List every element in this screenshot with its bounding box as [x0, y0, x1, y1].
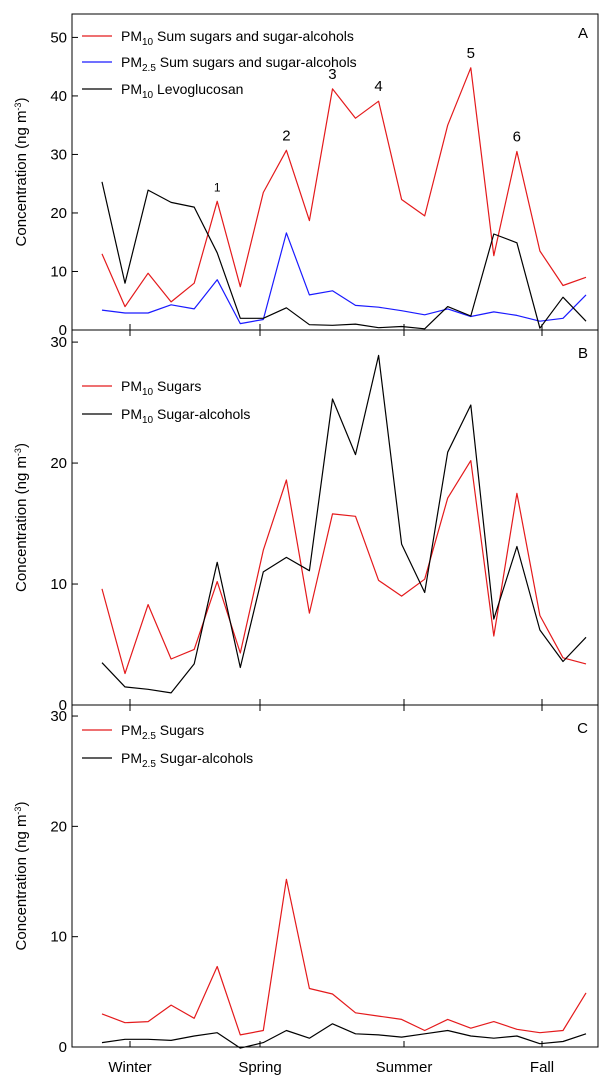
y-axis-label: Concentration (ng m-3) [13, 802, 30, 951]
y-tick-label: 30 [50, 708, 67, 725]
y-tick-label: 10 [50, 576, 67, 593]
legend-entry: PM10 Levoglucosan [121, 81, 243, 101]
legend-entry: PM2.5 Sum sugars and sugar-alcohols [121, 54, 357, 74]
panel-letter: B [578, 345, 588, 362]
y-axis-label: Concentration (ng m-3) [13, 98, 30, 247]
peak-annotation: 2 [282, 127, 290, 144]
y-tick-label: 10 [50, 263, 67, 280]
y-tick-label: 20 [50, 818, 67, 835]
y-tick-label: 10 [50, 929, 67, 946]
x-tick-label: Spring [238, 1059, 281, 1076]
legend-entry: PM10 Sugars [121, 378, 201, 398]
legend-entry: PM2.5 Sugar-alcohols [121, 750, 253, 770]
y-tick-label: 20 [50, 455, 67, 472]
x-tick-label: Winter [108, 1059, 151, 1076]
peak-annotation: 1 [214, 180, 221, 194]
y-tick-label: 50 [50, 29, 67, 46]
series-line-1 [101, 1023, 587, 1049]
series-line-0 [101, 460, 587, 675]
panel-letter: C [577, 720, 588, 737]
legend-entry: PM10 Sugar-alcohols [121, 406, 250, 426]
plot-frame [71, 704, 599, 1048]
series-line-0 [101, 878, 587, 1036]
legend-entry: PM10 Sum sugars and sugar-alcohols [121, 28, 354, 48]
panel-b: 0 10 20 30 Concentration (ng m-3) B PM10 Sugar… [13, 329, 599, 714]
legend-entry: PM2.5 Sugars [121, 722, 204, 742]
series-line-2 [101, 181, 587, 330]
x-tick-label: Fall [530, 1059, 554, 1076]
series-line-0 [101, 67, 587, 308]
y-tick-label: 40 [50, 88, 67, 105]
y-tick-label: 30 [50, 334, 67, 351]
peak-annotation: 6 [513, 129, 521, 146]
x-tick-label: Summer [376, 1059, 433, 1076]
panel-c: 0 10 20 30 Concentration (ng m-3) C PM2.5 Suga… [13, 704, 599, 1056]
y-tick-label: 20 [50, 205, 67, 222]
y-tick-label: 30 [50, 146, 67, 163]
y-tick-label: 0 [59, 1039, 67, 1056]
x-axis-labels: Winter Spring Summer Fall [108, 1059, 554, 1076]
y-axis-label: Concentration (ng m-3) [13, 443, 30, 592]
panel-letter: A [578, 25, 588, 42]
series-line-1 [101, 232, 587, 325]
peak-annotation: 5 [467, 45, 475, 62]
y-tick-label: 0 [59, 322, 67, 339]
peak-annotation: 3 [328, 66, 336, 83]
y-tick-label: 0 [59, 697, 67, 714]
panel-a: 0 10 20 30 40 50 Concentration (ng m-3) A PM10 S… [13, 13, 599, 339]
series-line-1 [101, 354, 587, 694]
peak-annotation: 4 [374, 78, 382, 95]
